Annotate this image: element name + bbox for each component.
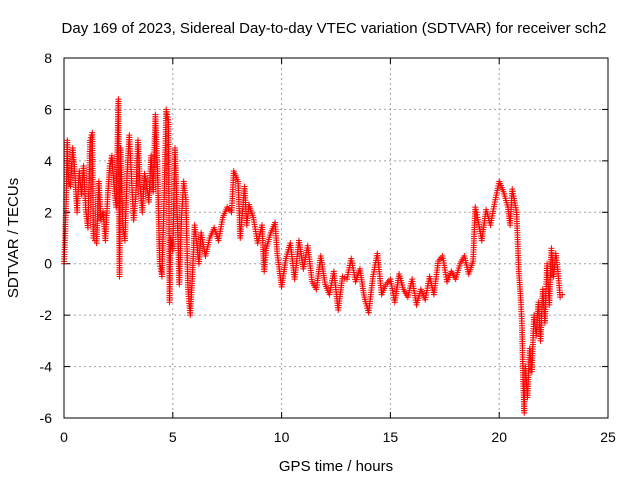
y-tick-label: -6	[40, 410, 53, 426]
y-axis-label: SDTVAR / TECUs	[5, 178, 22, 298]
x-tick-label: 10	[274, 429, 290, 445]
data-points	[61, 96, 566, 416]
x-tick-label: 15	[383, 429, 399, 445]
y-tick-label: 2	[44, 204, 52, 220]
x-tick-label: 5	[169, 429, 177, 445]
y-tick-label: -2	[40, 307, 53, 323]
y-tick-label: 6	[44, 101, 52, 117]
y-tick-label: 4	[44, 153, 52, 169]
x-tick-label: 0	[60, 429, 68, 445]
x-tick-label: 25	[600, 429, 616, 445]
y-tick-label: -4	[40, 359, 53, 375]
data-point	[142, 175, 149, 182]
y-tick-label: 8	[44, 50, 52, 66]
data-point	[143, 178, 150, 185]
x-axis-label: GPS time / hours	[279, 458, 393, 475]
chart-title: Day 169 of 2023, Sidereal Day-to-day VTE…	[62, 20, 607, 37]
data-point	[106, 163, 113, 169]
data-point	[142, 173, 149, 180]
data-point	[141, 170, 148, 177]
x-tick-label: 20	[491, 429, 507, 445]
y-tick-label: 0	[44, 256, 52, 272]
